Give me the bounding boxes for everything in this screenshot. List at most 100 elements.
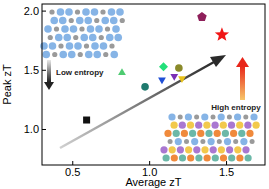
atom — [201, 146, 208, 153]
atom — [76, 17, 84, 25]
atom — [105, 26, 110, 31]
annotation: Low entropy — [56, 68, 104, 77]
trend-arrow-head — [210, 55, 226, 67]
atom — [177, 146, 184, 153]
atom — [164, 130, 171, 137]
atom — [100, 42, 108, 50]
point — [175, 64, 183, 72]
atom — [218, 146, 225, 153]
atom — [70, 25, 78, 33]
atom — [230, 130, 237, 137]
atom — [73, 35, 78, 40]
atom — [54, 26, 59, 31]
x-tick — [149, 161, 150, 165]
x-tick-label: 1.5 — [219, 166, 234, 178]
atom — [68, 51, 76, 59]
atom — [55, 34, 63, 42]
atom — [95, 25, 103, 33]
point — [178, 76, 186, 83]
atom — [234, 113, 241, 120]
point — [118, 68, 126, 75]
atom — [212, 122, 219, 129]
atom — [49, 42, 57, 50]
atom — [234, 146, 241, 153]
low-arrow — [47, 60, 51, 82]
atom — [171, 154, 178, 161]
atom — [116, 8, 124, 16]
atom — [66, 42, 74, 50]
atom — [101, 17, 109, 25]
atom — [100, 9, 105, 14]
atom — [185, 113, 192, 120]
atom — [179, 154, 186, 161]
low-entropy-lattice — [40, 8, 125, 58]
x-tick — [226, 161, 227, 165]
atom — [175, 138, 182, 145]
atom — [250, 139, 255, 144]
atom — [110, 17, 118, 25]
point — [141, 83, 149, 91]
atom — [93, 51, 101, 59]
atom — [211, 115, 216, 120]
atom — [220, 154, 227, 161]
atom — [99, 35, 104, 40]
atom — [184, 139, 189, 144]
chart: 0.51.01.51.01.52.0Average zTPeak zTLow e… — [0, 0, 269, 189]
atom — [227, 115, 232, 120]
atom — [82, 8, 90, 16]
atom — [217, 139, 222, 144]
atom — [57, 8, 65, 16]
point — [215, 27, 229, 41]
atom — [250, 113, 257, 120]
atom — [61, 25, 69, 33]
atom — [50, 17, 58, 25]
atom — [179, 122, 186, 129]
atom — [160, 146, 167, 153]
atom — [238, 130, 245, 137]
atom — [59, 51, 67, 59]
atom — [195, 122, 202, 129]
atom — [168, 113, 175, 120]
atom — [210, 146, 217, 153]
x-tick — [72, 161, 73, 165]
atom — [194, 115, 199, 120]
atom — [171, 122, 178, 129]
plot-frame — [42, 4, 265, 165]
high-arrow — [240, 66, 245, 100]
atom — [69, 18, 74, 23]
atom — [228, 154, 235, 161]
atom — [120, 18, 125, 23]
atom — [197, 130, 204, 137]
atom — [200, 139, 205, 144]
annotation: High entropy — [211, 103, 261, 112]
atom — [58, 43, 63, 48]
atom — [52, 52, 57, 57]
atom — [91, 42, 99, 50]
atom — [203, 122, 210, 129]
point — [83, 117, 90, 124]
atom — [49, 9, 54, 14]
atom — [40, 42, 48, 50]
atom — [236, 122, 243, 129]
atom — [195, 154, 202, 161]
y-tick-label: 1.5 — [24, 64, 39, 76]
y-tick — [42, 70, 46, 71]
atom — [214, 130, 221, 137]
atom — [94, 18, 99, 23]
atom — [44, 25, 52, 33]
atom — [87, 25, 95, 33]
atom — [187, 122, 194, 129]
atom — [85, 51, 93, 59]
atom — [228, 122, 235, 129]
atom — [212, 154, 219, 161]
y-tick-label: 1.0 — [24, 123, 39, 135]
atom — [191, 138, 198, 145]
x-tick-label: 0.5 — [65, 166, 80, 178]
atom — [173, 130, 180, 137]
y-tick — [42, 11, 46, 12]
point — [158, 78, 166, 85]
atom — [110, 51, 118, 59]
low-arrow-head — [44, 82, 54, 90]
atom — [80, 34, 88, 42]
atom — [84, 17, 92, 25]
